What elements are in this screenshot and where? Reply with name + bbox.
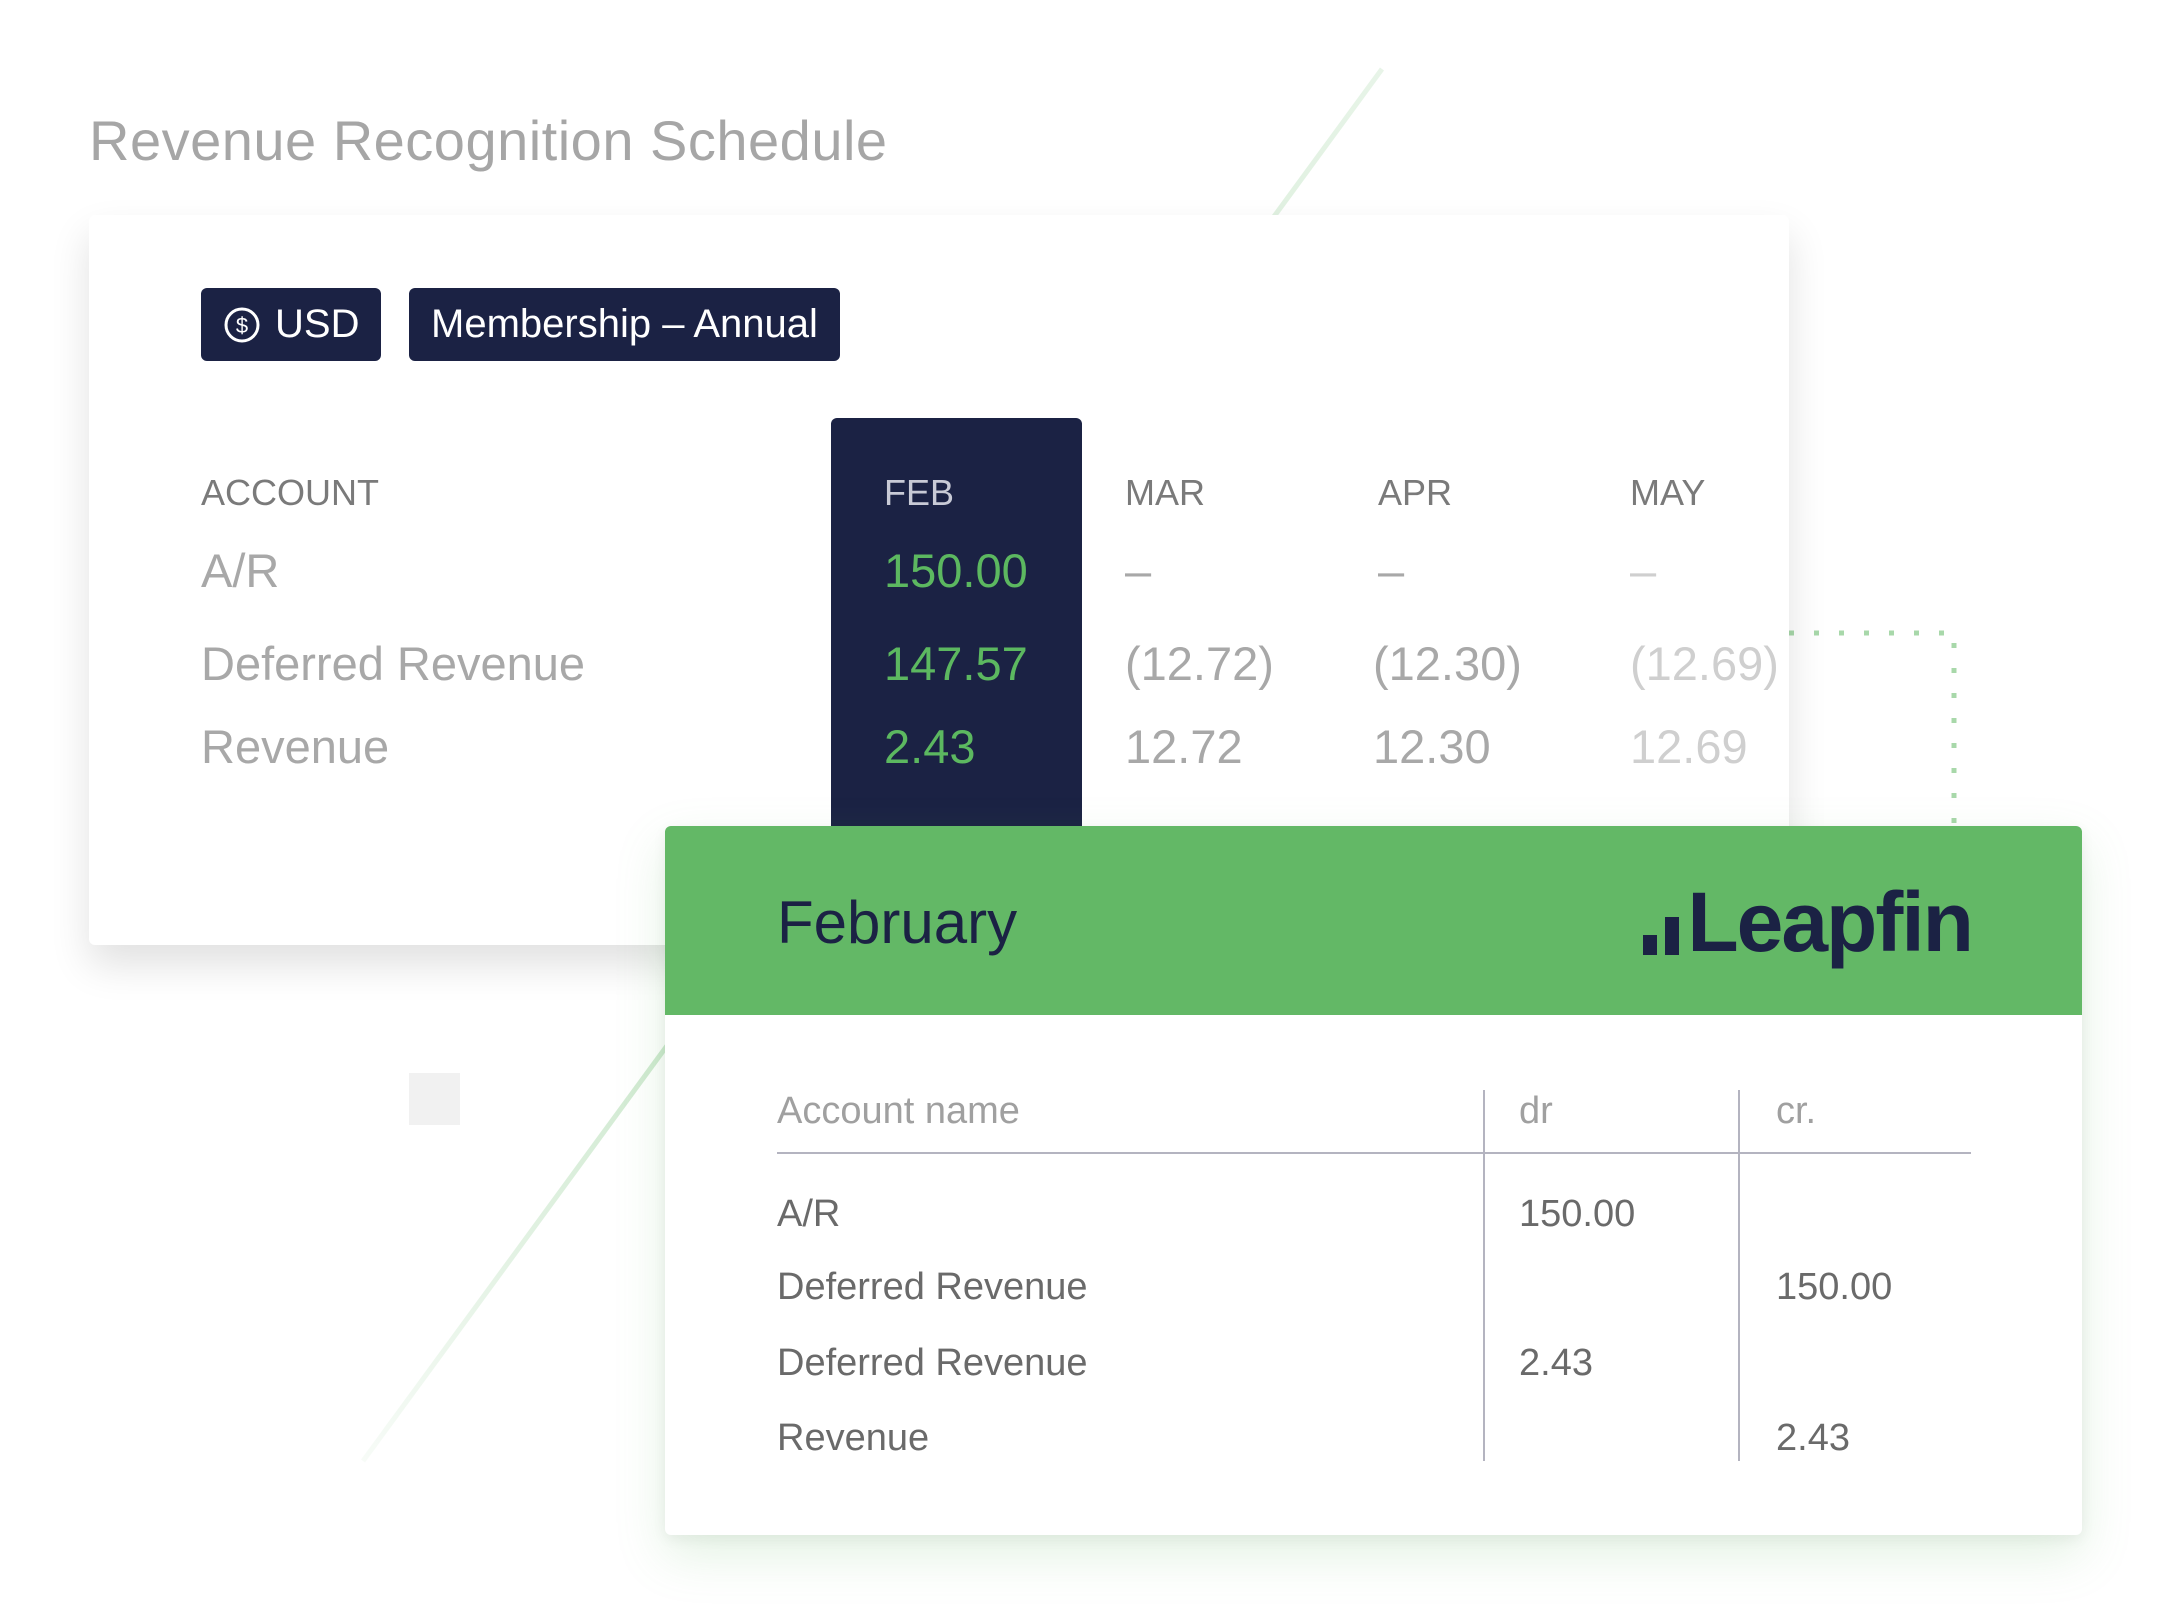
- cell-revenue-apr: 12.30: [1373, 720, 1491, 773]
- product-label: Membership – Annual: [431, 302, 818, 346]
- logo-bars-icon: [1643, 917, 1680, 955]
- column-divider-dr: [1483, 1090, 1485, 1461]
- decorative-dotted-line: [1789, 630, 1957, 826]
- journal-entry-card: February Leapfin Account name dr cr. A/R…: [665, 826, 2082, 1535]
- col-header-account: ACCOUNT: [201, 472, 379, 513]
- journal-row-account: Deferred Revenue: [777, 1266, 1088, 1308]
- decorative-square: [409, 1073, 460, 1125]
- currency-filter[interactable]: $ USD: [201, 288, 382, 361]
- row-account-ar: A/R: [201, 544, 280, 597]
- svg-text:$: $: [236, 313, 248, 338]
- journal-header: February Leapfin: [665, 826, 2082, 1015]
- col-header-apr[interactable]: APR: [1378, 472, 1453, 513]
- cell-revenue-may: 12.69: [1630, 720, 1748, 773]
- journal-row-cr: 2.43: [1776, 1417, 1850, 1459]
- leapfin-logo: Leapfin: [1643, 874, 1974, 971]
- col-header-mar[interactable]: MAR: [1125, 472, 1205, 513]
- col-header-account-name: Account name: [777, 1090, 1020, 1132]
- journal-row-account: A/R: [777, 1193, 841, 1235]
- journal-title: February: [777, 889, 1018, 956]
- journal-row-dr: 150.00: [1519, 1193, 1636, 1235]
- journal-row-account: Revenue: [777, 1417, 930, 1459]
- col-header-feb[interactable]: FEB: [884, 472, 955, 513]
- col-header-may[interactable]: MAY: [1630, 472, 1706, 513]
- row-account-revenue: Revenue: [201, 720, 390, 773]
- row-account-deferred-revenue: Deferred Revenue: [201, 637, 586, 690]
- currency-label: USD: [275, 302, 360, 346]
- journal-row-dr: 2.43: [1519, 1342, 1593, 1384]
- cell-revenue-mar: 12.72: [1125, 720, 1243, 773]
- cell-ar-may: –: [1630, 544, 1657, 597]
- cell-ar-feb: 150.00: [884, 544, 1028, 597]
- product-filter[interactable]: Membership – Annual: [409, 288, 840, 361]
- column-divider-cr: [1738, 1090, 1740, 1461]
- highlighted-month-column: [831, 418, 1082, 828]
- journal-row-account: Deferred Revenue: [777, 1342, 1088, 1384]
- cell-deferred-may: (12.69): [1630, 637, 1779, 690]
- cell-ar-apr: –: [1378, 544, 1405, 597]
- cell-revenue-feb: 2.43: [884, 720, 976, 773]
- cell-deferred-apr: (12.30): [1373, 637, 1522, 690]
- journal-row-cr: 150.00: [1776, 1266, 1893, 1308]
- page-title: Revenue Recognition Schedule: [89, 109, 888, 172]
- dollar-circle-icon: $: [224, 307, 260, 342]
- header-divider: [777, 1152, 1971, 1154]
- col-header-cr: cr.: [1776, 1090, 1817, 1132]
- cell-deferred-feb: 147.57: [884, 637, 1028, 690]
- col-header-dr: dr: [1519, 1090, 1553, 1132]
- cell-deferred-mar: (12.72): [1125, 637, 1274, 690]
- cell-ar-mar: –: [1125, 544, 1152, 597]
- logo-text: Leapfin: [1687, 875, 1974, 969]
